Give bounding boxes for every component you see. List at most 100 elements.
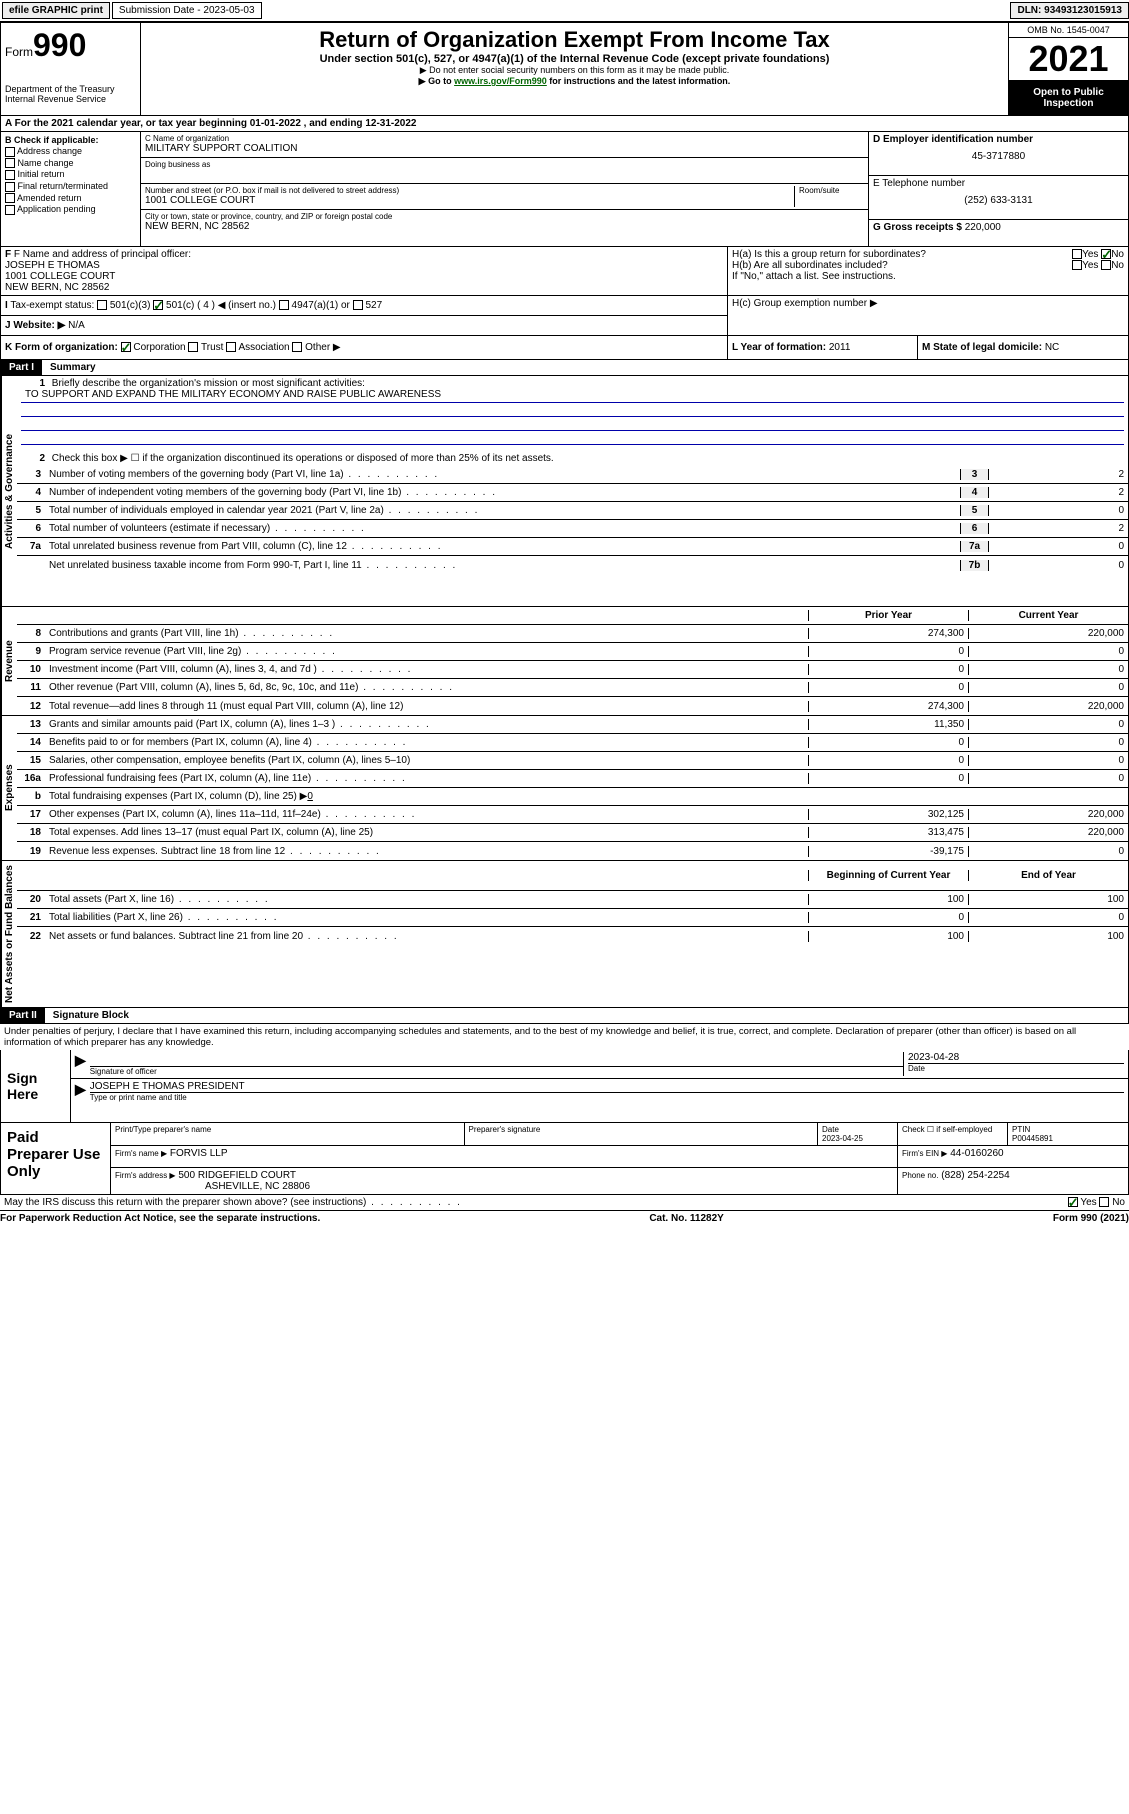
form-title: Return of Organization Exempt From Incom… [145, 27, 1004, 53]
part1-bar: Part I [1, 360, 42, 375]
p15: 0 [808, 755, 968, 766]
sign-block: Sign Here ▶ Signature of officer 2023-04… [0, 1050, 1129, 1123]
paid-title: Paid Preparer Use Only [1, 1123, 111, 1194]
opt-trust[interactable]: Trust [201, 342, 223, 353]
opt-527[interactable]: 527 [365, 300, 382, 311]
c19: 0 [968, 846, 1128, 857]
officer-signed-name: JOSEPH E THOMAS PRESIDENT [90, 1081, 1124, 1092]
line1-label: Briefly describe the organization's miss… [52, 378, 365, 389]
opt-corp[interactable]: Corporation [133, 342, 185, 353]
footer: For Paperwork Reduction Act Notice, see … [0, 1210, 1129, 1224]
opt-final-return[interactable]: Final return/terminated [5, 181, 136, 192]
ha-row: H(a) Is this a group return for subordin… [732, 249, 1124, 260]
self-employed-check[interactable]: Check ☐ if self-employed [898, 1123, 1008, 1145]
firm-ein-label: Firm's EIN ▶ [902, 1149, 947, 1158]
c11: 0 [968, 682, 1128, 693]
website-value: N/A [68, 320, 85, 331]
line11: Other revenue (Part VIII, column (A), li… [45, 682, 808, 693]
street-address: 1001 COLLEGE COURT [145, 195, 794, 206]
prep-name-label: Print/Type preparer's name [115, 1125, 211, 1134]
p17: 302,125 [808, 809, 968, 820]
opt-name-change[interactable]: Name change [5, 158, 136, 169]
part2-title: Signature Block [45, 1008, 137, 1023]
box-deg: D Employer identification number 45-3717… [868, 132, 1128, 246]
part2-header: Part II Signature Block [0, 1008, 1129, 1024]
irs-link[interactable]: www.irs.gov/Form990 [454, 76, 547, 86]
p12: 274,300 [808, 701, 968, 712]
box-b-label: B Check if applicable: [5, 135, 136, 145]
line14: Benefits paid to or for members (Part IX… [45, 737, 808, 748]
side-revenue: Revenue [1, 607, 17, 715]
officer-addr1: 1001 COLLEGE COURT [5, 271, 723, 282]
p19: -39,175 [808, 846, 968, 857]
tax-status-label: Tax-exempt status: [10, 300, 94, 311]
eoy-hdr: End of Year [968, 870, 1128, 881]
line2-text: Check this box ▶ ☐ if the organization d… [52, 453, 554, 464]
part1-header: Part I Summary [0, 360, 1129, 376]
sig-date-label: Date [908, 1063, 1124, 1073]
form-footer: Form 990 (2021) [1053, 1213, 1129, 1224]
opt-other[interactable]: Other ▶ [305, 342, 340, 353]
mission-blank2 [21, 417, 1124, 431]
val7a: 0 [988, 541, 1128, 552]
dba-label: Doing business as [145, 160, 864, 169]
opt-initial-return[interactable]: Initial return [5, 169, 136, 180]
discuss-no[interactable]: No [1112, 1197, 1125, 1208]
p10: 0 [808, 664, 968, 675]
val3: 2 [988, 469, 1128, 480]
prior-year-hdr: Prior Year [808, 610, 968, 621]
mission-blank1 [21, 403, 1124, 417]
firm-name-label: Firm's name ▶ [115, 1149, 167, 1158]
c22: 100 [968, 931, 1128, 942]
line13: Grants and similar amounts paid (Part IX… [45, 719, 808, 730]
year-formation: 2011 [829, 342, 851, 353]
opt-501c[interactable]: 501(c) ( 4 ) ◀ (insert no.) [166, 300, 276, 311]
line10: Investment income (Part VIII, column (A)… [45, 664, 808, 675]
p11: 0 [808, 682, 968, 693]
firm-phone-label: Phone no. [902, 1171, 938, 1180]
opt-amended[interactable]: Amended return [5, 193, 136, 204]
val4: 2 [988, 487, 1128, 498]
c17: 220,000 [968, 809, 1128, 820]
sig-date: 2023-04-28 [908, 1052, 1124, 1063]
line20: Total assets (Part X, line 16) [45, 894, 808, 905]
type-name-label: Type or print name and title [90, 1092, 1124, 1102]
firm-addr-label: Firm's address ▶ [115, 1171, 176, 1180]
prep-date-label: Date [822, 1125, 839, 1134]
department-label: Department of the TreasuryInternal Reven… [5, 84, 136, 104]
arrow-icon: ▶ [75, 1052, 86, 1076]
line22: Net assets or fund balances. Subtract li… [45, 931, 808, 942]
firm-ein: 44-0160260 [950, 1148, 1003, 1159]
addr-label: Number and street (or P.O. box if mail i… [145, 186, 794, 195]
website-label: Website: ▶ [13, 320, 65, 331]
section-fh: F F Name and address of principal office… [1, 246, 1128, 295]
summary-netassets: Net Assets or Fund Balances Beginning of… [0, 861, 1129, 1008]
line16a: Professional fundraising fees (Part IX, … [45, 773, 808, 784]
sign-here-label: Sign Here [1, 1050, 71, 1122]
period-row: A For the 2021 calendar year, or tax yea… [0, 116, 1129, 132]
topbar: efile GRAPHIC print Submission Date - 20… [0, 0, 1129, 22]
opt-app-pending[interactable]: Application pending [5, 204, 136, 215]
p14: 0 [808, 737, 968, 748]
line6: Total number of volunteers (estimate if … [45, 523, 960, 534]
line21: Total liabilities (Part X, line 26) [45, 912, 808, 923]
line17: Other expenses (Part IX, column (A), lin… [45, 809, 808, 820]
c8: 220,000 [968, 628, 1128, 639]
p13: 11,350 [808, 719, 968, 730]
opt-501c3[interactable]: 501(c)(3) [110, 300, 151, 311]
efile-button[interactable]: efile GRAPHIC print [2, 2, 110, 19]
org-name-label: C Name of organization [145, 134, 864, 143]
cat-no: Cat. No. 11282Y [649, 1213, 723, 1224]
phone-value: (252) 633-3131 [873, 195, 1124, 206]
boc-hdr: Beginning of Current Year [808, 870, 968, 881]
firm-name: FORVIS LLP [170, 1148, 228, 1159]
domicile-label: M State of legal domicile: [922, 342, 1042, 353]
opt-address-change[interactable]: Address change [5, 146, 136, 157]
opt-4947[interactable]: 4947(a)(1) or [292, 300, 350, 311]
line19: Revenue less expenses. Subtract line 18 … [45, 846, 808, 857]
line15: Salaries, other compensation, employee b… [45, 755, 808, 766]
discuss-yes[interactable]: Yes [1080, 1197, 1096, 1208]
opt-assoc[interactable]: Association [238, 342, 289, 353]
prep-sig-label: Preparer's signature [469, 1125, 541, 1134]
section-klm: K Form of organization: Corporation Trus… [1, 335, 1128, 359]
